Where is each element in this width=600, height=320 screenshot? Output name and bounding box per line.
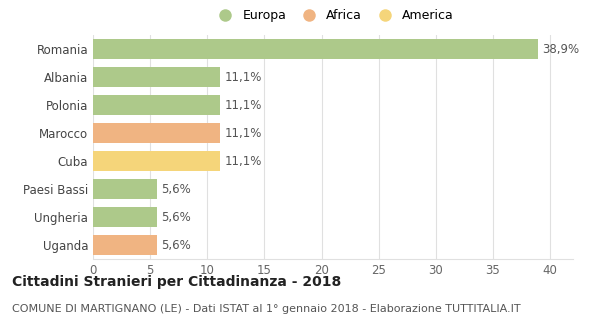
Text: 5,6%: 5,6%	[161, 239, 191, 252]
Bar	[93, 39, 538, 59]
Text: 11,1%: 11,1%	[224, 127, 262, 140]
Bar	[93, 207, 157, 227]
Text: 5,6%: 5,6%	[161, 211, 191, 224]
Text: 11,1%: 11,1%	[224, 155, 262, 168]
Text: Cittadini Stranieri per Cittadinanza - 2018: Cittadini Stranieri per Cittadinanza - 2…	[12, 275, 341, 289]
Bar	[93, 151, 220, 171]
Text: 38,9%: 38,9%	[542, 43, 579, 56]
Text: COMUNE DI MARTIGNANO (LE) - Dati ISTAT al 1° gennaio 2018 - Elaborazione TUTTITA: COMUNE DI MARTIGNANO (LE) - Dati ISTAT a…	[12, 304, 521, 314]
Text: 5,6%: 5,6%	[161, 183, 191, 196]
Text: 11,1%: 11,1%	[224, 71, 262, 84]
Bar	[93, 235, 157, 255]
Legend: Europa, Africa, America: Europa, Africa, America	[210, 6, 456, 24]
Bar	[93, 95, 220, 115]
Text: 11,1%: 11,1%	[224, 99, 262, 112]
Bar	[93, 67, 220, 87]
Bar	[93, 179, 157, 199]
Bar	[93, 123, 220, 143]
